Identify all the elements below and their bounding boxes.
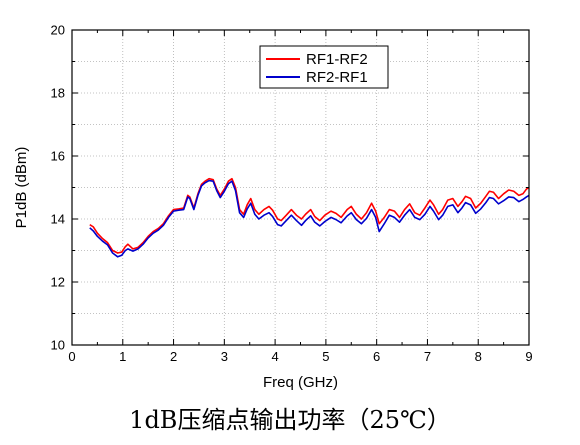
series-line-rf1-rf2 xyxy=(89,177,530,254)
legend-label-rf2-rf1: RF2-RF1 xyxy=(306,69,368,86)
x-tick-label: 4 xyxy=(271,349,278,364)
y-tick-label: 18 xyxy=(51,86,65,101)
y-tick-label: 20 xyxy=(51,23,65,38)
series-line-rf2-rf1 xyxy=(89,179,530,258)
series-layer xyxy=(89,177,530,258)
x-tick-label: 6 xyxy=(373,349,380,364)
legend-box xyxy=(259,45,389,89)
axis-ticks xyxy=(71,29,530,346)
figure-caption: 1dB压缩点输出功率（25℃） xyxy=(129,406,451,434)
x-tick-label: 2 xyxy=(170,349,177,364)
y-tick-label: 16 xyxy=(51,149,65,164)
x-tick-label: 3 xyxy=(221,349,228,364)
x-tick-label: 8 xyxy=(475,349,482,364)
y-tick-label: 10 xyxy=(51,338,65,353)
x-tick-label: 0 xyxy=(68,349,75,364)
x-tick-label: 1 xyxy=(119,349,126,364)
x-tick-label: 5 xyxy=(322,349,329,364)
y-tick-label: 14 xyxy=(51,212,65,227)
x-tick-label: 9 xyxy=(525,349,532,364)
x-axis-title: Freq (GHz) xyxy=(263,374,338,391)
y-tick-label: 12 xyxy=(51,275,65,290)
x-tick-label: 7 xyxy=(424,349,431,364)
legend: RF1-RF2 RF2-RF1 xyxy=(259,45,389,89)
y-axis-title: P1dB (dBm) xyxy=(13,147,30,229)
legend-label-rf1-rf2: RF1-RF2 xyxy=(306,51,368,68)
